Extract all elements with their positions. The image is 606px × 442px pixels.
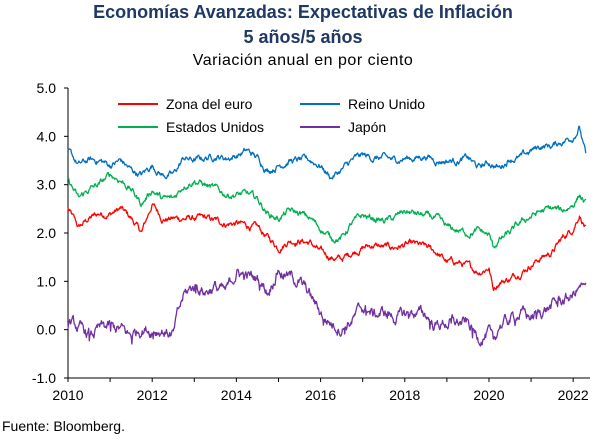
legend-label-estados-unidos: Estados Unidos — [166, 119, 264, 135]
y-tick-label: 2.0 — [37, 225, 57, 241]
x-tick-label: 2014 — [221, 387, 252, 403]
x-tick-label: 2022 — [558, 387, 589, 403]
y-tick-label: 0.0 — [37, 322, 57, 338]
source-note: Fuente: Bloomberg. — [2, 418, 125, 434]
y-tick-label: 1.0 — [37, 273, 57, 289]
y-tick-label: 4.0 — [37, 128, 57, 144]
x-tick-label: 2020 — [473, 387, 504, 403]
y-tick-label: 5.0 — [37, 80, 57, 96]
y-tick-label: 3.0 — [37, 177, 57, 193]
series-line-reino-unido — [67, 125, 587, 180]
series-line-japon — [67, 268, 587, 347]
chart-title-line2: 5 años/5 años — [243, 27, 363, 47]
x-tick-label: 2018 — [389, 387, 420, 403]
series-line-zona-del-euro — [67, 203, 587, 292]
x-tick-label: 2010 — [52, 387, 83, 403]
x-tick-label: 2016 — [305, 387, 336, 403]
legend-label-zona-del-euro: Zona del euro — [166, 96, 253, 112]
legend-label-reino-unido: Reino Unido — [348, 96, 425, 112]
y-tick-label: -1.0 — [32, 370, 56, 386]
chart-title: Economías Avanzadas: Expectativas de Inf… — [93, 2, 513, 22]
series-line-estados-unidos — [67, 171, 587, 249]
chart-subtitle: Variación anual en por ciento — [192, 52, 414, 69]
x-tick-label: 2012 — [137, 387, 168, 403]
legend-label-japon: Japón — [348, 119, 386, 135]
